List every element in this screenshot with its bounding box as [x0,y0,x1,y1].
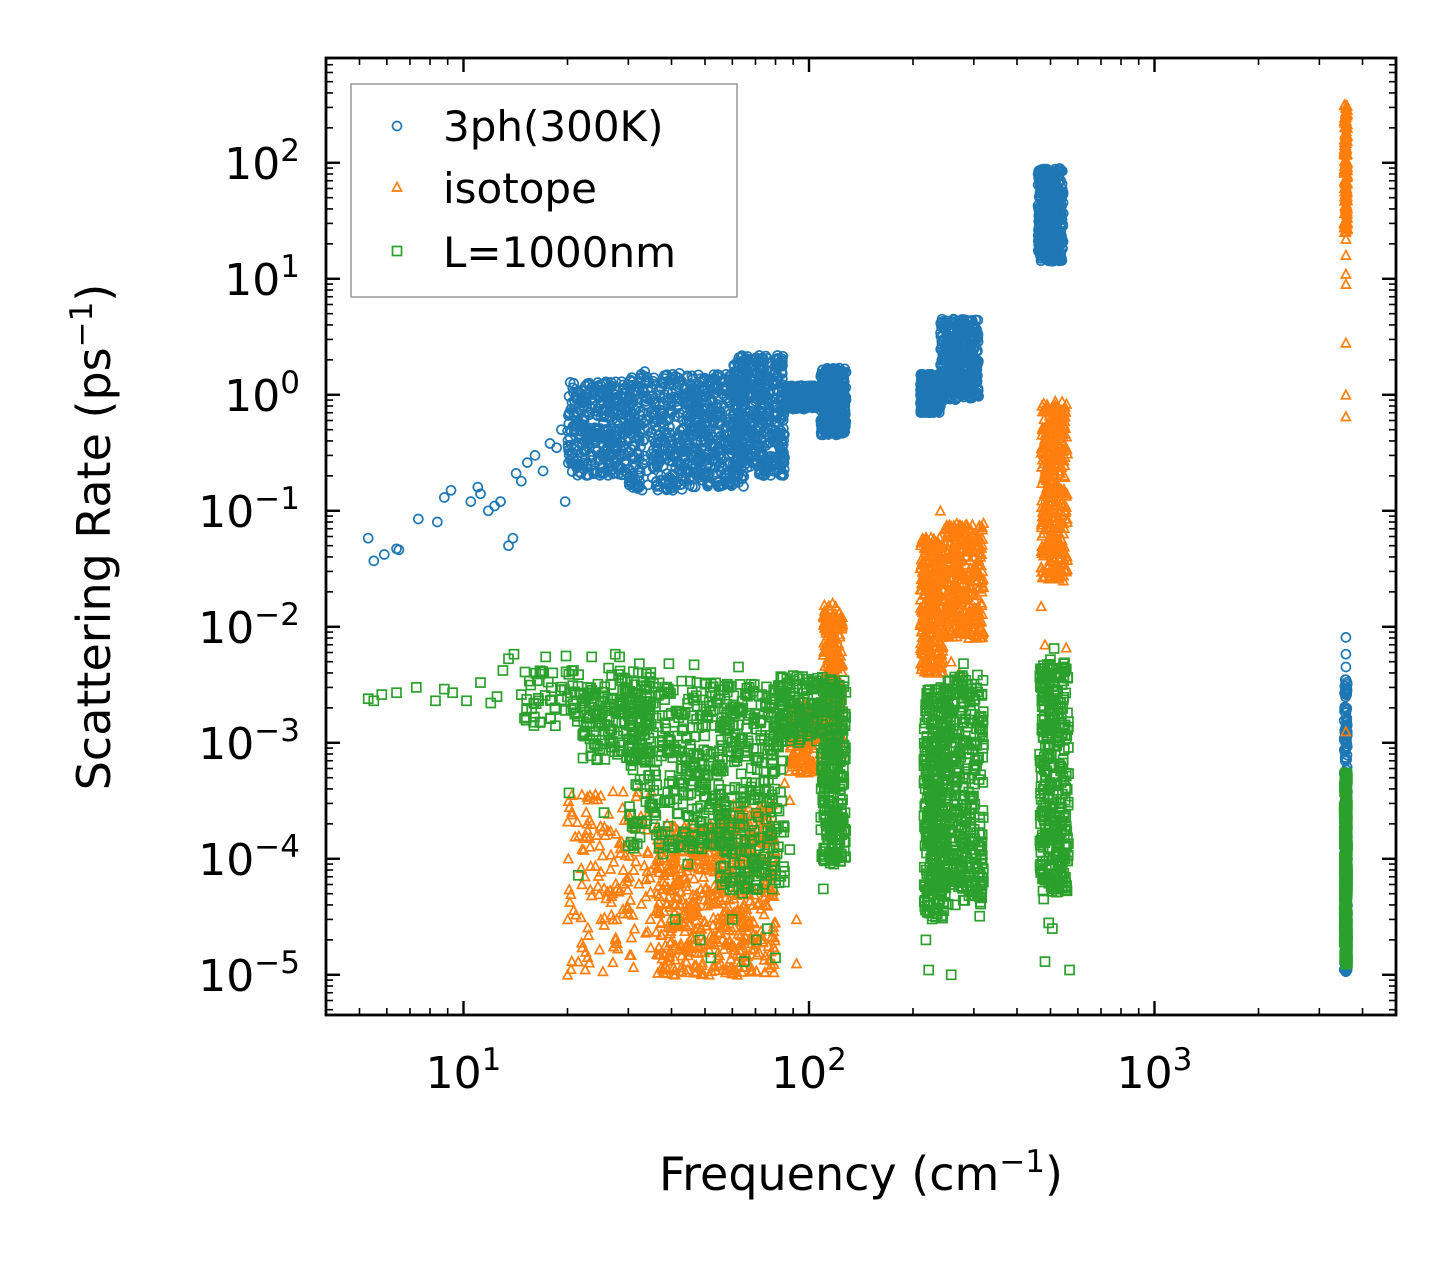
data-point-3ph-300k- [588,431,600,443]
data-point-3ph-300k- [568,378,580,389]
data-point-3ph-300k- [1340,648,1352,660]
data-point-isotope [641,845,654,857]
data-point-isotope [562,852,575,864]
data-point-isotope [644,912,657,924]
data-point-3ph-300k- [604,380,616,392]
data-point-3ph-300k- [559,496,571,507]
data-point-3ph-300k- [465,496,477,507]
data-point-isotope [561,913,574,925]
data-point-3ph-300k- [582,378,593,390]
data-point-3ph-300k- [537,465,549,477]
data-point-3ph-300k- [1340,661,1352,673]
data-point-3ph-300k- [574,437,586,449]
data-point-isotope [627,960,640,973]
data-point-3ph-300k- [1340,632,1352,643]
data-point-3ph-300k- [482,505,494,517]
data-point-3ph-300k- [592,466,603,478]
data-point-3ph-300k- [368,555,380,567]
data-point-3ph-300k- [598,430,610,442]
data-point-isotope [605,848,617,860]
data-point-3ph-300k- [576,462,588,474]
data-point-isotope [580,805,593,818]
data-point-3ph-300k- [412,513,424,525]
data-point-3ph-300k- [664,421,675,433]
data-point-isotope [644,941,657,953]
data-point-3ph-300k- [568,395,580,406]
data-point-3ph-300k- [529,450,541,461]
data-point-3ph-300k- [656,378,667,389]
data-point-isotope [638,859,651,871]
data-point-3ph-300k- [588,386,599,397]
data-point-3ph-300k- [515,475,527,487]
data-point-3ph-300k- [647,416,659,427]
data-point-isotope [593,839,606,851]
data-point-3ph-300k- [595,453,606,465]
data-point-3ph-300k- [594,386,605,398]
data-point-3ph-300k- [544,438,556,449]
data-point-3ph-300k- [590,423,602,435]
data-point-3ph-300k- [362,532,374,544]
data-point-3ph-300k- [654,400,665,411]
data-point-3ph-300k- [597,466,609,478]
data-point-3ph-300k- [633,435,645,446]
data-point-3ph-300k- [581,444,593,456]
data-point-3ph-300k- [617,384,629,395]
data-point-3ph-300k- [507,532,519,544]
data-point-3ph-300k- [563,449,575,461]
data-point-3ph-300k- [594,379,606,391]
data-point-isotope [606,955,619,968]
data-point-3ph-300k- [574,420,586,432]
data-point-3ph-300k- [562,441,574,453]
data-point-3ph-300k- [639,366,651,377]
data-point-3ph-300k- [445,484,457,496]
data-point-3ph-300k- [438,492,450,503]
data-point-3ph-300k- [661,370,672,382]
data-point-3ph-300k- [613,459,624,471]
data-point-isotope [617,785,630,797]
data-point-3ph-300k- [631,481,643,492]
data-point-isotope [575,788,588,800]
data-point-3ph-300k- [606,414,618,426]
data-point-3ph-300k- [610,431,622,443]
data-point-isotope [624,893,637,905]
data-point-3ph-300k- [583,430,595,442]
data-point-3ph-300k- [378,549,390,560]
data-point-isotope [607,785,619,797]
data-point-isotope [655,915,668,927]
data-point-isotope [593,887,606,900]
data-point-3ph-300k- [627,462,639,473]
data-points-layer [362,98,1354,981]
data-point-isotope [584,840,596,852]
data-point-3ph-300k- [598,424,610,436]
data-point-3ph-300k- [556,424,567,436]
data-point-3ph-300k- [575,468,587,479]
data-point-3ph-300k- [645,448,657,460]
data-point-isotope [650,925,663,937]
data-point-isotope [628,922,641,934]
data-point-isotope [596,849,609,861]
data-point-3ph-300k- [577,414,589,426]
data-point-3ph-300k- [626,372,638,383]
data-point-3ph-300k- [578,390,590,402]
data-point-isotope [592,879,604,892]
data-point-3ph-300k- [568,420,580,432]
data-point-3ph-300k- [670,462,682,474]
data-point-isotope [625,931,638,943]
data-point-3ph-300k- [431,516,443,528]
data-point-3ph-300k- [551,442,562,454]
data-point-isotope [596,965,609,977]
data-point-isotope [593,943,606,955]
data-point-isotope [625,948,638,961]
data-point-3ph-300k- [615,401,627,413]
data-point-3ph-300k- [521,457,533,468]
data-point-isotope [583,956,596,968]
